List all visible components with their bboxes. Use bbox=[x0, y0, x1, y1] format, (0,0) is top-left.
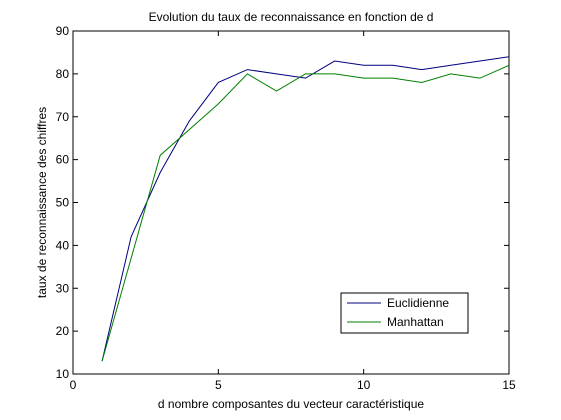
legend-box bbox=[340, 292, 469, 334]
x-tick-label: 0 bbox=[70, 378, 77, 392]
y-tick-label: 20 bbox=[56, 324, 70, 338]
y-tick-label: 10 bbox=[56, 367, 70, 381]
y-tick-label: 50 bbox=[56, 196, 70, 210]
legend-label-euclidienne: Euclidienne bbox=[387, 296, 449, 310]
y-tick-label: 80 bbox=[56, 67, 70, 81]
axis-ticks: 0 5 10 15 10 20 30 40 50 60 70 80 90 bbox=[56, 24, 516, 392]
y-tick-label: 90 bbox=[56, 24, 70, 38]
x-tick-label: 10 bbox=[357, 378, 371, 392]
y-tick-label: 40 bbox=[56, 238, 70, 252]
x-axis-label: d nombre composantes du vecteur caractér… bbox=[158, 397, 424, 411]
chart-title: Evolution du taux de reconnaissance en f… bbox=[149, 10, 434, 24]
x-tick-label: 5 bbox=[215, 378, 222, 392]
y-tick-label: 30 bbox=[56, 281, 70, 295]
y-tick-label: 60 bbox=[56, 153, 70, 167]
y-axis-label: taux de reconnaissance des chiffres bbox=[35, 107, 49, 298]
legend-label-manhattan: Manhattan bbox=[387, 315, 444, 329]
series-lines bbox=[101, 56, 510, 362]
y-tick-label: 70 bbox=[56, 110, 70, 124]
x-tick-label: 15 bbox=[502, 378, 516, 392]
legend: Euclidienne Manhattan bbox=[340, 292, 469, 334]
